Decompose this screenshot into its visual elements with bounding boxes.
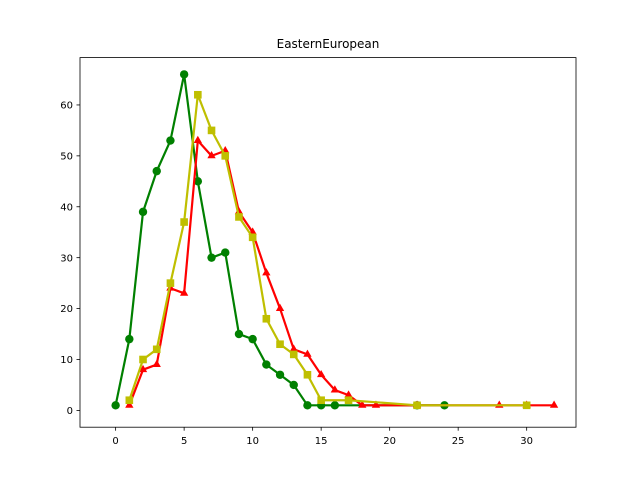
series-1 [111,70,449,410]
y-tick-label: 10 [60,355,73,366]
y-tick-label: 60 [60,101,73,112]
x-tick-label: 5 [181,436,187,447]
series-3-point [317,396,325,405]
series-3-point [303,370,312,379]
series-1-point [303,401,312,410]
series-1-point [111,401,120,410]
series-3-line [127,93,528,407]
series-3-point [194,90,202,99]
series-1-point [221,248,230,257]
series-3-point [207,126,216,135]
series-layer [111,70,559,410]
plot-frame [79,57,577,428]
series-1-point [330,401,340,410]
x-tick-label: 10 [246,436,259,447]
series-1-point [207,253,216,262]
series-2-point [549,400,559,408]
series-1-point [234,329,244,339]
y-tick-label: 50 [60,151,73,162]
series-2 [125,135,559,408]
series-2-point [371,400,381,408]
series-3-point [522,401,531,410]
series-3-point [248,233,257,242]
series-2-point [138,364,148,373]
series-2-point [152,359,161,367]
series-3-point [262,314,271,323]
series-2-point [289,344,298,352]
y-tick-label: 30 [60,253,73,264]
series-3-point [289,350,298,359]
series-2-point [275,303,285,311]
series-2-point [316,369,326,378]
series-2-point [358,400,367,408]
series-2-point [344,390,353,398]
series-1-point [193,177,203,186]
series-3-point [221,152,230,160]
series-3 [125,90,531,410]
series-2-point [125,400,134,408]
series-2-point [303,349,312,357]
series-1-point [179,70,189,79]
series-3-point [413,401,421,410]
x-tick-label: 30 [520,436,533,447]
chart-title: EasternEuropean [277,37,380,51]
series-2-point [207,151,216,159]
series-2-point [179,288,189,296]
series-1-point [166,136,175,145]
axes-layer: 0 5 10 15 20 25 30 0 10 20 30 40 50 60 [60,57,577,447]
series-1-point [248,334,257,344]
y-tick-label: 0 [67,406,73,417]
x-tick-label: 20 [383,436,396,447]
series-1-point [262,360,271,369]
series-3-point [235,213,243,221]
x-tick-label: 25 [452,436,465,447]
series-1-point [275,370,285,379]
series-3-point [344,396,353,405]
series-3-point [152,345,161,354]
series-1-point [138,207,148,217]
series-2-point [193,135,202,143]
series-3-point [139,355,147,364]
series-1-point [125,334,134,344]
y-tick-label: 20 [60,304,73,315]
series-2-point [330,385,340,393]
series-2-point [262,268,271,276]
series-3-point [180,218,188,226]
x-tick-label: 0 [112,436,118,447]
x-tick-label: 15 [315,436,328,447]
series-3-point [166,279,175,287]
y-tick-label: 40 [60,202,73,213]
series-3-point [125,396,134,405]
series-1-point [289,380,298,390]
series-3-point [276,340,284,349]
series-1-point [152,166,161,176]
